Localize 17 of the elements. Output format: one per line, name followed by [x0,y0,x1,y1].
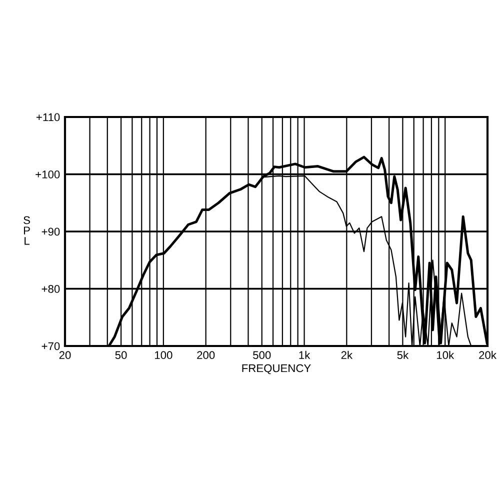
x-axis-title: FREQUENCY [242,364,311,374]
y-tick-label: +100 [36,170,60,178]
y-axis-title: S P L [24,216,30,245]
x-tick-label: 1k [299,350,310,359]
x-tick-label: 500 [253,351,271,360]
x-tick-label: 20 [59,351,71,360]
x-tick-label: 10k [436,350,454,360]
x-tick-label: 20k [479,350,496,360]
y-tick-label: +80 [42,285,60,293]
x-tick-label: 2k [341,350,353,359]
x-tick-label: 100 [155,351,172,360]
y-tick-label: +70 [42,342,60,350]
x-tick-label: 5k [397,350,409,360]
x-tick-label: 200 [197,351,215,360]
y-tick-label: +90 [42,228,60,236]
y-tick-label: +110 [36,113,60,122]
x-tick-label: 50 [115,351,127,360]
